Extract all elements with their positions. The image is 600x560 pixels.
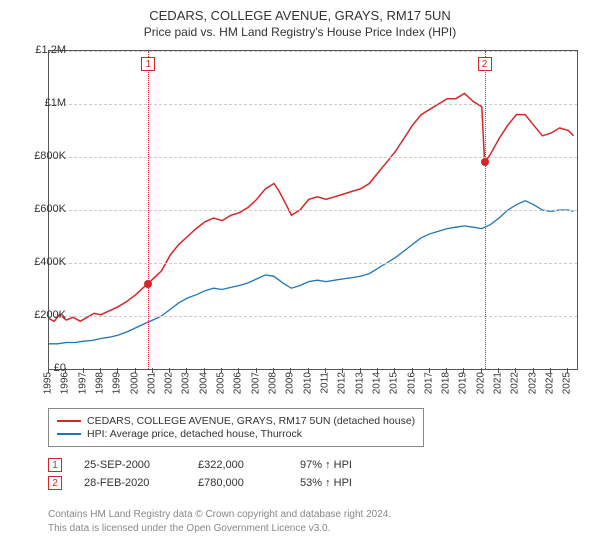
legend-swatch (57, 420, 81, 422)
x-axis-label: 2019 (458, 372, 469, 394)
event-row-hpi: 53% ↑ HPI (300, 477, 380, 489)
event-data-point (144, 280, 152, 288)
x-axis-label: 2007 (250, 372, 261, 394)
footer-attribution: Contains HM Land Registry data © Crown c… (48, 508, 391, 535)
x-axis-label: 2010 (302, 372, 313, 394)
x-axis-label: 2017 (423, 372, 434, 394)
x-axis-label: 1995 (43, 372, 54, 394)
event-row-marker: 1 (48, 458, 62, 472)
event-data-point (481, 158, 489, 166)
x-axis-label: 1998 (94, 372, 105, 394)
event-vline (148, 51, 149, 369)
series-line-hpi (49, 201, 574, 344)
event-row-price: £322,000 (198, 459, 278, 471)
event-row-date: 25-SEP-2000 (84, 459, 176, 471)
x-axis-label: 2015 (389, 372, 400, 394)
series-line-price_paid (49, 93, 574, 321)
x-axis-label: 2008 (268, 372, 279, 394)
x-axis-label: 2009 (285, 372, 296, 394)
x-axis-label: 2000 (129, 372, 140, 394)
event-marker-box: 1 (141, 57, 155, 71)
chart-container: CEDARS, COLLEGE AVENUE, GRAYS, RM17 5UN … (0, 0, 600, 560)
x-axis-label: 2011 (319, 372, 330, 394)
x-axis-label: 2014 (371, 372, 382, 394)
chart-title: CEDARS, COLLEGE AVENUE, GRAYS, RM17 5UN (0, 0, 600, 23)
x-axis-label: 2004 (198, 372, 209, 394)
event-row-marker: 2 (48, 476, 62, 490)
x-axis-label: 2001 (146, 372, 157, 394)
legend-item: HPI: Average price, detached house, Thur… (57, 428, 415, 440)
event-marker-box: 2 (478, 57, 492, 71)
x-axis-label: 2025 (562, 372, 573, 394)
event-row: 2 28-FEB-2020 £780,000 53% ↑ HPI (48, 476, 380, 490)
event-row-date: 28-FEB-2020 (84, 477, 176, 489)
x-axis-label: 2013 (354, 372, 365, 394)
chart-subtitle: Price paid vs. HM Land Registry's House … (0, 23, 600, 39)
y-axis-label: £600K (22, 203, 66, 215)
legend-label: CEDARS, COLLEGE AVENUE, GRAYS, RM17 5UN … (87, 415, 415, 427)
x-axis-label: 2006 (233, 372, 244, 394)
y-axis-label: £800K (22, 150, 66, 162)
x-axis-label: 1999 (112, 372, 123, 394)
event-vline (485, 51, 486, 369)
y-gridline (49, 263, 577, 264)
x-axis-label: 2005 (216, 372, 227, 394)
event-row: 1 25-SEP-2000 £322,000 97% ↑ HPI (48, 458, 380, 472)
x-axis-label: 1997 (77, 372, 88, 394)
x-axis-label: 2002 (164, 372, 175, 394)
event-row-price: £780,000 (198, 477, 278, 489)
x-axis-label: 2012 (337, 372, 348, 394)
x-axis-label: 2022 (510, 372, 521, 394)
x-axis-label: 2021 (493, 372, 504, 394)
y-gridline (49, 157, 577, 158)
events-table: 1 25-SEP-2000 £322,000 97% ↑ HPI 2 28-FEB-202… (48, 454, 380, 494)
y-gridline (49, 210, 577, 211)
y-axis-label: £400K (22, 256, 66, 268)
x-axis-label: 2020 (475, 372, 486, 394)
legend-swatch (57, 433, 81, 435)
y-axis-label: £200K (22, 309, 66, 321)
legend-label: HPI: Average price, detached house, Thur… (87, 428, 302, 440)
x-axis-label: 2023 (527, 372, 538, 394)
legend: CEDARS, COLLEGE AVENUE, GRAYS, RM17 5UN … (48, 408, 424, 447)
y-gridline (49, 51, 577, 52)
footer-line-1: Contains HM Land Registry data © Crown c… (48, 508, 391, 522)
y-gridline (49, 316, 577, 317)
x-axis-label: 1996 (60, 372, 71, 394)
x-axis-label: 2024 (545, 372, 556, 394)
x-axis-label: 2018 (441, 372, 452, 394)
plot-area: 12 (48, 50, 578, 370)
event-row-hpi: 97% ↑ HPI (300, 459, 380, 471)
y-axis-label: £1.2M (22, 44, 66, 56)
y-gridline (49, 104, 577, 105)
x-axis-label: 2003 (181, 372, 192, 394)
y-axis-label: £1M (22, 97, 66, 109)
footer-line-2: This data is licensed under the Open Gov… (48, 522, 391, 536)
x-axis-label: 2016 (406, 372, 417, 394)
legend-item: CEDARS, COLLEGE AVENUE, GRAYS, RM17 5UN … (57, 415, 415, 427)
